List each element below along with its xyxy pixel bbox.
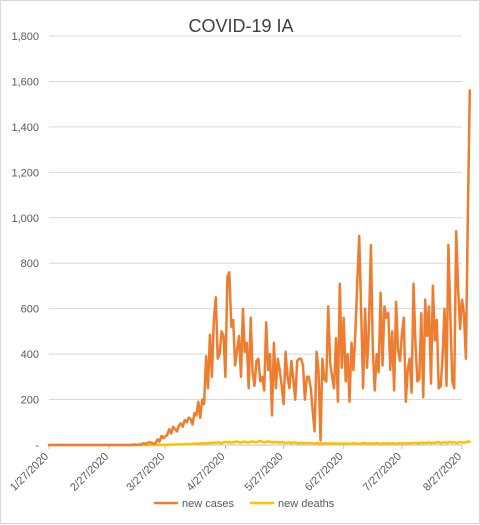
x-tick-label: 2/27/2020 bbox=[68, 451, 111, 494]
y-tick-label: 200 bbox=[21, 395, 39, 407]
y-tick-label: - bbox=[35, 440, 39, 452]
series-line-new-cases bbox=[47, 89, 472, 447]
legend-label: new deaths bbox=[278, 498, 335, 510]
y-tick-label: 600 bbox=[21, 304, 39, 316]
y-tick-label: 1,400 bbox=[11, 122, 39, 134]
legend-label: new cases bbox=[182, 498, 234, 510]
y-tick-label: 1,600 bbox=[11, 76, 39, 88]
x-tick-label: 5/27/2020 bbox=[243, 451, 286, 494]
y-tick-label: 800 bbox=[21, 258, 39, 270]
x-tick-label: 4/27/2020 bbox=[184, 451, 227, 494]
y-tick-label: 1,200 bbox=[11, 167, 39, 179]
x-tick-label: 3/27/2020 bbox=[124, 451, 167, 494]
legend: new cases new deaths bbox=[154, 498, 335, 510]
gridlines bbox=[49, 35, 462, 446]
y-axis-ticks: - 200 400 600 800 1,000 1,200 1,400 1,600 1,800 bbox=[11, 31, 39, 452]
x-axis-ticks: 1/27/2020 2/27/2020 3/27/2020 4/27/2020 5/27… bbox=[8, 445, 464, 494]
series-lines bbox=[47, 89, 472, 447]
x-tick-label: 1/27/2020 bbox=[8, 451, 51, 494]
y-tick-label: 1,000 bbox=[11, 213, 39, 225]
x-tick-label: 7/27/2020 bbox=[361, 451, 404, 494]
chart-title: COVID-19 IA bbox=[188, 16, 293, 36]
y-tick-label: 1,800 bbox=[11, 31, 39, 43]
y-tick-label: 400 bbox=[21, 349, 39, 361]
x-tick-label: 6/27/2020 bbox=[303, 451, 346, 494]
x-tick-label: 8/27/2020 bbox=[421, 451, 464, 494]
